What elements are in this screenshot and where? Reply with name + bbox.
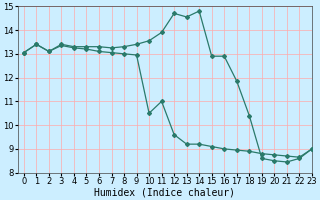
X-axis label: Humidex (Indice chaleur): Humidex (Indice chaleur) (94, 187, 235, 197)
